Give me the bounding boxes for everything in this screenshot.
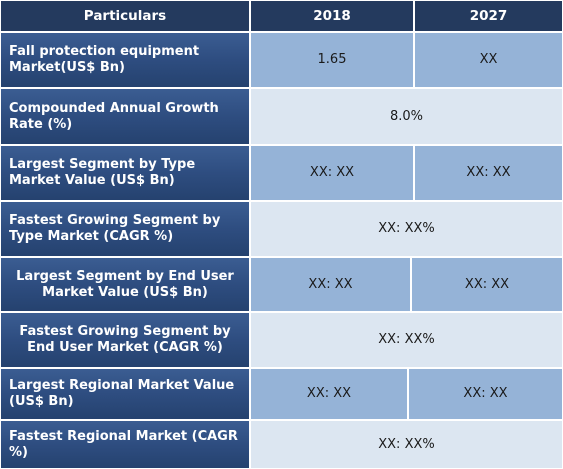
row-label-cagr: Compounded Annual Growth Rate (%) [1,89,249,144]
row-label-fastest-regional-market: Fastest Regional Market (CAGR %) [1,421,249,468]
row-label-fastest-segment-end-user: Fastest Growing Segment by End User Mark… [1,313,249,367]
row-label-largest-segment-end-user: Largest Segment by End User Market Value… [1,258,249,311]
header-2018: 2018 [251,1,413,31]
header-particulars: Particulars [1,1,249,31]
row-value-fastest-regional-market: XX: XX% [251,421,562,468]
row-label-fastest-segment-type: Fastest Growing Segment by Type Market (… [1,202,249,256]
row-value-2027-market-value: XX [415,33,562,87]
row-value-2027-largest-segment-type: XX: XX [415,146,562,200]
row-value-2027-largest-segment-end-user: XX: XX [412,258,562,311]
row-value-2018-market-value: 1.65 [251,33,413,87]
row-value-fastest-segment-type: XX: XX% [251,202,562,256]
row-value-2027-largest-regional-market: XX: XX [409,369,562,419]
row-value-2018-largest-segment-type: XX: XX [251,146,413,200]
row-value-cagr: 8.0% [251,89,562,144]
row-label-largest-regional-market: Largest Regional Market Value (US$ Bn) [1,369,249,419]
row-label-market-value: Fall protection equipment Market(US$ Bn) [1,33,249,87]
row-value-fastest-segment-end-user: XX: XX% [251,313,562,367]
row-label-largest-segment-type: Largest Segment by Type Market Value (US… [1,146,249,200]
row-value-2018-largest-segment-end-user: XX: XX [251,258,410,311]
row-value-2018-largest-regional-market: XX: XX [251,369,407,419]
header-2027: 2027 [415,1,562,31]
